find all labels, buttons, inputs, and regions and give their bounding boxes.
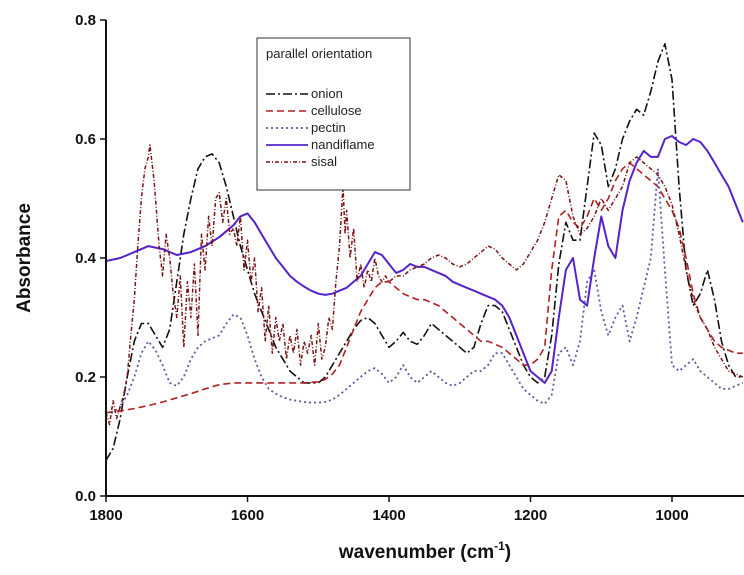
legend-title: parallel orientation	[266, 46, 372, 61]
series-onion	[106, 43, 743, 461]
series-pectin	[106, 167, 744, 414]
series-nandiflame	[106, 135, 744, 384]
legend: parallel orientation onion cellulose pecti…	[256, 37, 411, 191]
x-tick-label-1400: 1400	[372, 507, 405, 524]
series-cellulose	[106, 162, 743, 414]
legend-label-nandiflame: nandiflame	[311, 137, 375, 152]
x-tick-label-1600: 1600	[231, 507, 264, 524]
y-tick-label-0.6: 0.6	[75, 131, 96, 148]
y-axis-title: Absorbance	[14, 203, 35, 313]
x-axis-title-close: )	[505, 542, 511, 563]
legend-label-pectin: pectin	[311, 120, 346, 135]
x-axis-title: wavenumber (cm-1)	[338, 539, 511, 563]
legend-label-onion: onion	[311, 86, 343, 101]
legend-items: onion cellulose pectin nandiflame sisal	[266, 86, 375, 169]
legend-label-cellulose: cellulose	[311, 103, 362, 118]
x-tick-label-1000: 1000	[655, 507, 688, 524]
series-sisal	[106, 144, 744, 426]
y-tick-label-0: 0.0	[75, 488, 96, 505]
series-group	[106, 43, 744, 461]
legend-box	[256, 37, 411, 191]
x-tick-label-1800: 1800	[89, 507, 122, 524]
x-axis-title-sup: -1	[494, 539, 505, 553]
x-axis-title-main: wavenumber (cm	[338, 542, 494, 563]
y-tick-label-0.8: 0.8	[75, 12, 96, 29]
legend-label-sisal: sisal	[311, 154, 337, 169]
x-tick-label-1200: 1200	[514, 507, 547, 524]
ticks-group: 1800 1600 1400 1200 1000 0.0 0.2 0.4 0.6 0.8	[75, 12, 689, 524]
y-tick-label-0.2: 0.2	[75, 369, 96, 386]
y-tick-label-0.4: 0.4	[75, 250, 97, 267]
